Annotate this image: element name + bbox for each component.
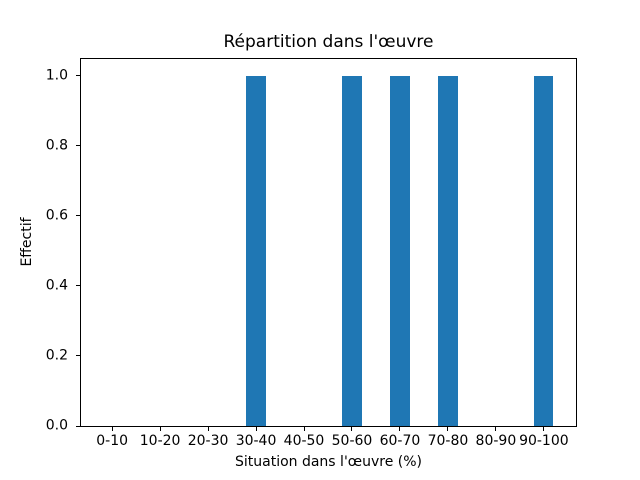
x-tick-label-70-80: 70-80 [427, 433, 469, 449]
y-tick-mark-0.8 [76, 145, 80, 147]
x-tick-mark-70-80 [447, 427, 449, 431]
bar-60-70 [390, 75, 410, 426]
x-axis-label: Situation dans l'œuvre (%) [234, 454, 423, 470]
y-tick-mark-0.6 [76, 215, 80, 217]
y-tick-label-0.6: 0.6 [45, 207, 68, 224]
y-tick-mark-0.0 [76, 425, 80, 427]
x-tick-mark-40-50 [303, 427, 305, 431]
y-tick-label-1.0: 1.0 [45, 67, 68, 84]
x-tick-mark-30-40 [255, 427, 257, 431]
x-tick-label-30-40: 30-40 [235, 433, 277, 449]
x-tick-label-80-90: 80-90 [475, 433, 517, 449]
y-tick-label-0.8: 0.8 [45, 137, 68, 154]
x-tick-mark-80-90 [495, 427, 497, 431]
y-tick-label-0.2: 0.2 [45, 347, 68, 364]
y-tick-mark-0.4 [76, 285, 80, 287]
bar-50-60 [342, 75, 362, 426]
bar-70-80 [438, 75, 458, 426]
y-tick-label-0.0: 0.0 [45, 417, 68, 434]
y-tick-mark-1.0 [76, 75, 80, 77]
x-tick-label-40-50: 40-50 [283, 433, 325, 449]
x-tick-label-10-20: 10-20 [139, 433, 181, 449]
x-tick-mark-10-20 [159, 427, 161, 431]
x-tick-label-60-70: 60-70 [379, 433, 421, 449]
x-tick-mark-90-100 [543, 427, 545, 431]
bar-30-40 [246, 75, 266, 426]
plot-area [80, 58, 577, 427]
x-tick-label-0-10: 0-10 [96, 433, 129, 449]
x-tick-label-90-100: 90-100 [519, 433, 569, 449]
bar-90-100 [534, 75, 554, 426]
chart-title: Répartition dans l'œuvre [223, 32, 434, 52]
x-tick-mark-0-10 [111, 427, 113, 431]
y-tick-mark-0.2 [76, 355, 80, 357]
x-tick-mark-50-60 [351, 427, 353, 431]
x-tick-mark-60-70 [399, 427, 401, 431]
x-tick-label-20-30: 20-30 [187, 433, 229, 449]
y-tick-label-0.4: 0.4 [45, 277, 68, 294]
x-tick-mark-20-30 [207, 427, 209, 431]
x-tick-label-50-60: 50-60 [331, 433, 373, 449]
